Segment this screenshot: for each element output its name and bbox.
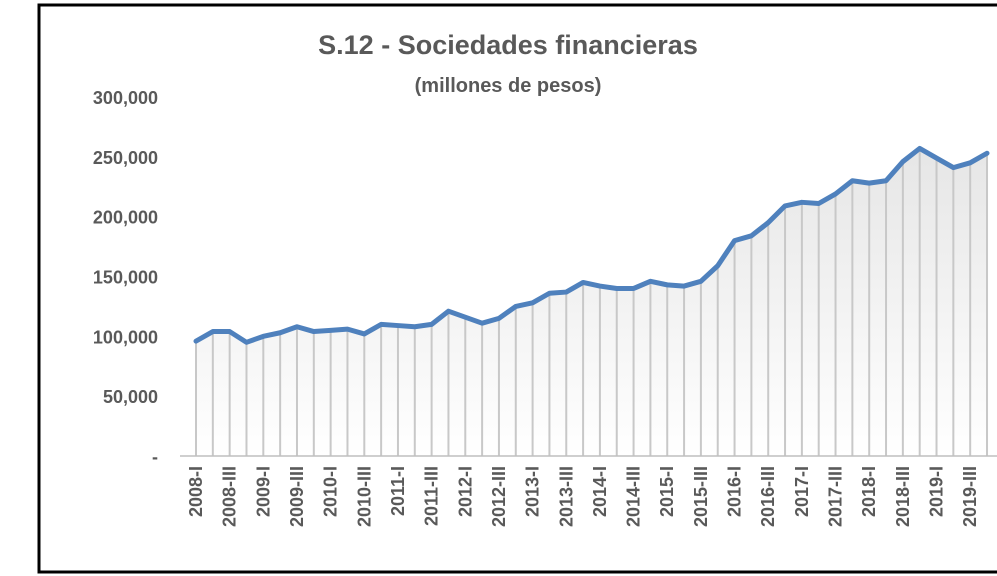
x-tick-label: 2013-III	[556, 466, 576, 527]
y-tick-label: 100,000	[93, 327, 158, 347]
area	[196, 148, 988, 456]
x-tick-label: 2011-I	[388, 466, 408, 516]
chart-subtitle: (millones de pesos)	[415, 75, 602, 97]
x-tick-label: 2008-I	[186, 466, 206, 517]
x-tick-label: 2010-III	[354, 466, 374, 527]
x-tick-label: 2008-III	[220, 466, 240, 527]
y-tick-label: 250,000	[93, 148, 158, 168]
x-tick-label: 2014-I	[590, 466, 610, 517]
x-tick-label: 2014-III	[624, 466, 644, 527]
x-tick-label: 2010-I	[321, 466, 341, 517]
x-tick-label: 2019-I	[927, 466, 947, 517]
x-tick-label: 2015-III	[691, 466, 711, 527]
x-tick-label: 2012-I	[455, 466, 475, 517]
x-tick-label: 2012-III	[489, 466, 509, 527]
x-tick-label: 2009-III	[287, 466, 307, 527]
x-tick-label: 2019-III	[960, 466, 980, 527]
x-tick-label: 2018-I	[859, 466, 879, 517]
y-tick-label: 300,000	[93, 88, 158, 108]
x-tick-label: 2009-I	[253, 466, 273, 517]
x-tick-label: 2016-III	[758, 466, 778, 527]
x-tick-label: 2011-III	[422, 466, 442, 526]
x-tick-label: 2018-III	[893, 466, 913, 527]
x-tick-label: 2013-I	[523, 466, 543, 517]
line	[193, 145, 990, 345]
chart-title: S.12 - Sociedades financieras	[318, 30, 698, 60]
y-tick-label: 50,000	[103, 387, 158, 407]
x-tick-label: 2015-I	[657, 466, 677, 517]
x-tick-label: 2017-I	[792, 466, 812, 517]
y-tick-label: 150,000	[93, 268, 158, 288]
y-tick-label: 200,000	[93, 208, 158, 228]
x-tick-label: 2017-III	[826, 466, 846, 527]
y-tick-label: -	[152, 447, 158, 467]
x-tick-label: 2016-I	[725, 466, 745, 517]
